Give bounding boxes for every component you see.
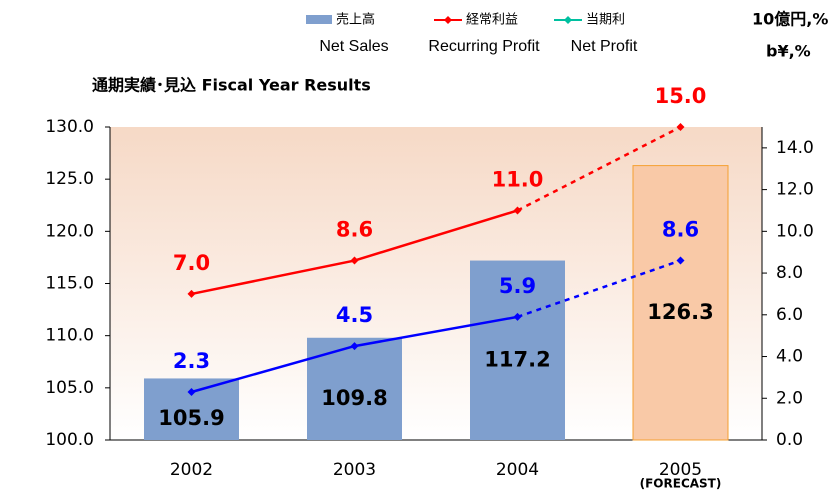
bar-label: 105.9 [158,406,224,430]
line-segment [191,259,355,296]
bar-label: 126.3 [647,300,713,324]
point [350,256,359,265]
y2-tick-label: 0.0 [776,430,803,450]
chart-title: 通期実績･見込 Fiscal Year Results [92,76,371,95]
legend-label: 当期利 [586,13,625,28]
legend-label-en: Net Sales [319,38,388,55]
y2-tick-label: 14.0 [776,138,814,158]
bar [470,260,565,440]
unit-label: b¥,% [766,42,811,61]
y2-tick-label: 10.0 [776,221,814,241]
data-label: 4.5 [336,303,373,327]
data-label: 8.6 [336,218,373,242]
x-tick-label: 2005 [659,460,702,480]
data-label: 15.0 [655,84,707,108]
y2-tick-label: 8.0 [776,263,803,283]
line-segment [191,344,355,394]
y-tick-label: 110.0 [45,326,94,346]
point [350,342,359,351]
x-tick-note: (FORECAST) [640,477,722,491]
y-tick-label: 100.0 [45,430,94,450]
bar [632,165,729,441]
x-tick-label: 2004 [496,460,539,480]
point [513,312,522,321]
legend-swatch [306,15,332,24]
line-segment [517,259,681,319]
line-segment [354,315,518,348]
legend-swatch [564,16,572,24]
legend-label-en: Recurring Profit [428,38,540,55]
data-label: 5.9 [499,274,536,298]
point [187,289,196,298]
line-segment [516,125,682,212]
line-segment [354,209,518,262]
y-tick-label: 125.0 [45,169,94,189]
legend-swatch [444,16,452,24]
y2-tick-label: 12.0 [776,180,814,200]
data-label: 11.0 [492,167,544,191]
y-tick-label: 130.0 [45,117,94,137]
data-label: 2.3 [173,349,210,373]
point [676,256,685,265]
legend-label: 経常利益 [466,13,518,28]
data-label: 8.6 [662,218,699,242]
point [513,206,522,215]
point [187,388,196,397]
bar-label: 117.2 [484,347,550,371]
y-tick-label: 120.0 [45,221,94,241]
x-tick-label: 2002 [170,460,213,480]
y2-tick-label: 2.0 [776,388,803,408]
legend-label: 売上高 [336,12,375,28]
x-tick-label: 2003 [333,460,376,480]
unit-label: 10億円,% [752,10,828,29]
y-tick-label: 105.0 [45,378,94,398]
point [676,123,685,131]
y2-tick-label: 6.0 [776,305,803,325]
y-tick-label: 115.0 [45,274,94,294]
y2-tick-label: 4.0 [776,347,803,367]
legend-label-en: Net Profit [571,38,638,55]
data-label: 7.0 [173,251,210,275]
bar-label: 109.8 [321,386,387,410]
